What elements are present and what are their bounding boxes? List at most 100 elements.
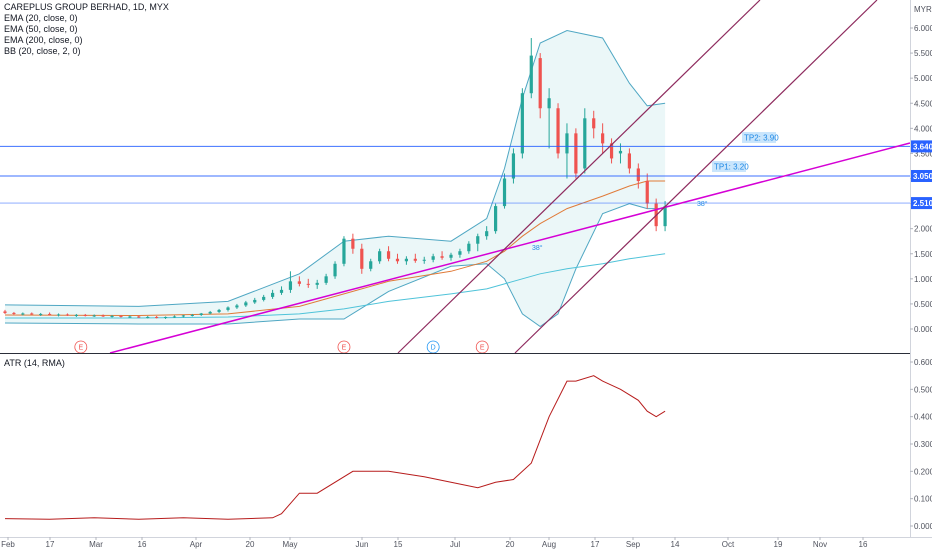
candles bbox=[3, 38, 667, 319]
candle-body bbox=[146, 316, 150, 318]
candle-body bbox=[511, 153, 516, 179]
ema200-legend[interactable]: EMA (200, close, 0) bbox=[4, 35, 83, 45]
candle-body bbox=[351, 238, 355, 249]
event-marker-label: E bbox=[78, 345, 83, 352]
candle-body bbox=[128, 316, 132, 318]
candle-body bbox=[601, 133, 605, 144]
bollinger-fill bbox=[5, 30, 666, 327]
candle-body bbox=[565, 133, 569, 154]
candle-body bbox=[458, 251, 462, 255]
candle-body bbox=[618, 150, 623, 154]
price-tag-bg bbox=[911, 197, 932, 210]
candle-body bbox=[592, 118, 596, 129]
candle-body bbox=[315, 282, 319, 285]
candle-body bbox=[288, 281, 293, 290]
time-axis[interactable]: Feb 17 Mar 16 Apr 20 May Jun 15 Jul 20 Aug 17 Sep 14 Oc… bbox=[1, 537, 868, 549]
candle-body bbox=[404, 258, 408, 262]
price-tag-label: 3.050 bbox=[913, 172, 932, 181]
atr-tick-label: 0.500 bbox=[914, 385, 932, 394]
candle-body bbox=[119, 315, 123, 317]
time-tick-label: 17 bbox=[46, 540, 55, 549]
time-tick-label: Apr bbox=[190, 540, 203, 549]
candle-body bbox=[12, 312, 16, 314]
price-tick-label: 5.500 bbox=[914, 49, 932, 58]
candle-body bbox=[574, 133, 578, 174]
candle-body bbox=[538, 58, 542, 109]
symbol-title[interactable]: CAREPLUS GROUP BERHAD, 1D, MYX bbox=[4, 2, 169, 12]
time-tick-label: 16 bbox=[138, 540, 147, 549]
price-tag-bg bbox=[911, 169, 932, 182]
candle-body bbox=[636, 168, 640, 182]
bb-upper-line bbox=[4, 29, 666, 307]
time-tick-label: Aug bbox=[542, 540, 556, 549]
candle-body bbox=[217, 309, 221, 312]
candle-body bbox=[253, 299, 257, 303]
candle-body bbox=[324, 276, 328, 283]
price-pane[interactable]: TP2: 3.90 TP1: 3.20 38° 38° E E D E bbox=[0, 0, 911, 354]
candle-body bbox=[56, 314, 61, 316]
time-tick-label: May bbox=[282, 540, 297, 549]
ema20-legend[interactable]: EMA (20, close, 0) bbox=[4, 13, 78, 23]
candle-body bbox=[449, 254, 453, 258]
time-tick-label: Mar bbox=[89, 540, 103, 549]
candle-body bbox=[378, 251, 382, 262]
candle-body bbox=[342, 238, 346, 264]
atr-pane[interactable] bbox=[4, 375, 666, 520]
price-tick-label: 0.500 bbox=[914, 300, 932, 309]
atr-legend[interactable]: ATR (14, RMA) bbox=[4, 358, 65, 368]
candle-body bbox=[369, 261, 373, 269]
candle-body bbox=[101, 315, 105, 317]
currency-label: MYR bbox=[914, 5, 932, 14]
candle-body bbox=[208, 311, 212, 314]
time-tick-label: 20 bbox=[246, 540, 255, 549]
bb-lower-line bbox=[4, 203, 666, 328]
candle-body bbox=[39, 313, 43, 315]
trend-line bbox=[109, 142, 911, 354]
channel-line-lower bbox=[514, 0, 878, 354]
candle-body bbox=[30, 313, 34, 315]
candle-body bbox=[48, 313, 52, 315]
candle-body bbox=[663, 206, 667, 227]
atr-tick-label: 0.000 bbox=[914, 522, 932, 531]
candle-body bbox=[92, 315, 96, 317]
time-tick-label: Nov bbox=[813, 540, 827, 549]
candle-body bbox=[556, 108, 560, 154]
candle-body bbox=[262, 296, 266, 300]
candle-body bbox=[645, 181, 649, 204]
candle-body bbox=[226, 307, 230, 310]
angle-label: 38° bbox=[697, 200, 708, 208]
candle-body bbox=[155, 316, 159, 318]
candle-body bbox=[271, 292, 275, 297]
event-marker-label: E bbox=[342, 345, 347, 352]
tp-label-bg bbox=[742, 132, 776, 143]
time-tick-label: Jul bbox=[450, 540, 460, 549]
candle-body bbox=[520, 93, 524, 154]
time-tick-label: Feb bbox=[1, 540, 15, 549]
candle-body bbox=[609, 143, 614, 159]
time-tick-label: 19 bbox=[774, 540, 783, 549]
candle-body bbox=[422, 259, 426, 261]
candle-body bbox=[413, 258, 417, 261]
time-tick-label: 20 bbox=[506, 540, 515, 549]
candle-body bbox=[529, 55, 533, 94]
candle-body bbox=[333, 263, 337, 277]
candle-body bbox=[494, 206, 498, 232]
candle-body bbox=[547, 98, 551, 109]
channel-line-upper bbox=[397, 0, 761, 354]
price-tags: 3.640 3.050 2.510 bbox=[911, 140, 932, 210]
atr-tick-label: 0.300 bbox=[914, 440, 932, 449]
atr-axis[interactable]: 0.600 0.500 0.400 0.300 0.200 0.100 0.000 bbox=[910, 358, 932, 531]
ema50-legend[interactable]: EMA (50, close, 0) bbox=[4, 24, 78, 34]
candle-body bbox=[467, 243, 471, 252]
event-marker-label: E bbox=[480, 345, 485, 352]
price-tag-label: 2.510 bbox=[913, 199, 932, 208]
candle-body bbox=[502, 178, 507, 207]
candle-body bbox=[583, 118, 587, 169]
ema50-line bbox=[4, 180, 666, 317]
candle-body bbox=[306, 283, 310, 285]
bb-legend[interactable]: BB (20, close, 2, 0) bbox=[4, 46, 81, 56]
candle-body bbox=[440, 256, 444, 258]
bollinger-band-fill bbox=[5, 30, 666, 327]
angle-label: 38° bbox=[532, 244, 543, 252]
